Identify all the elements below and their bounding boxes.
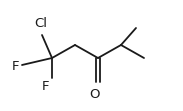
- Text: F: F: [42, 80, 49, 93]
- Text: F: F: [12, 59, 20, 72]
- Text: Cl: Cl: [34, 17, 47, 30]
- Text: O: O: [90, 88, 100, 101]
